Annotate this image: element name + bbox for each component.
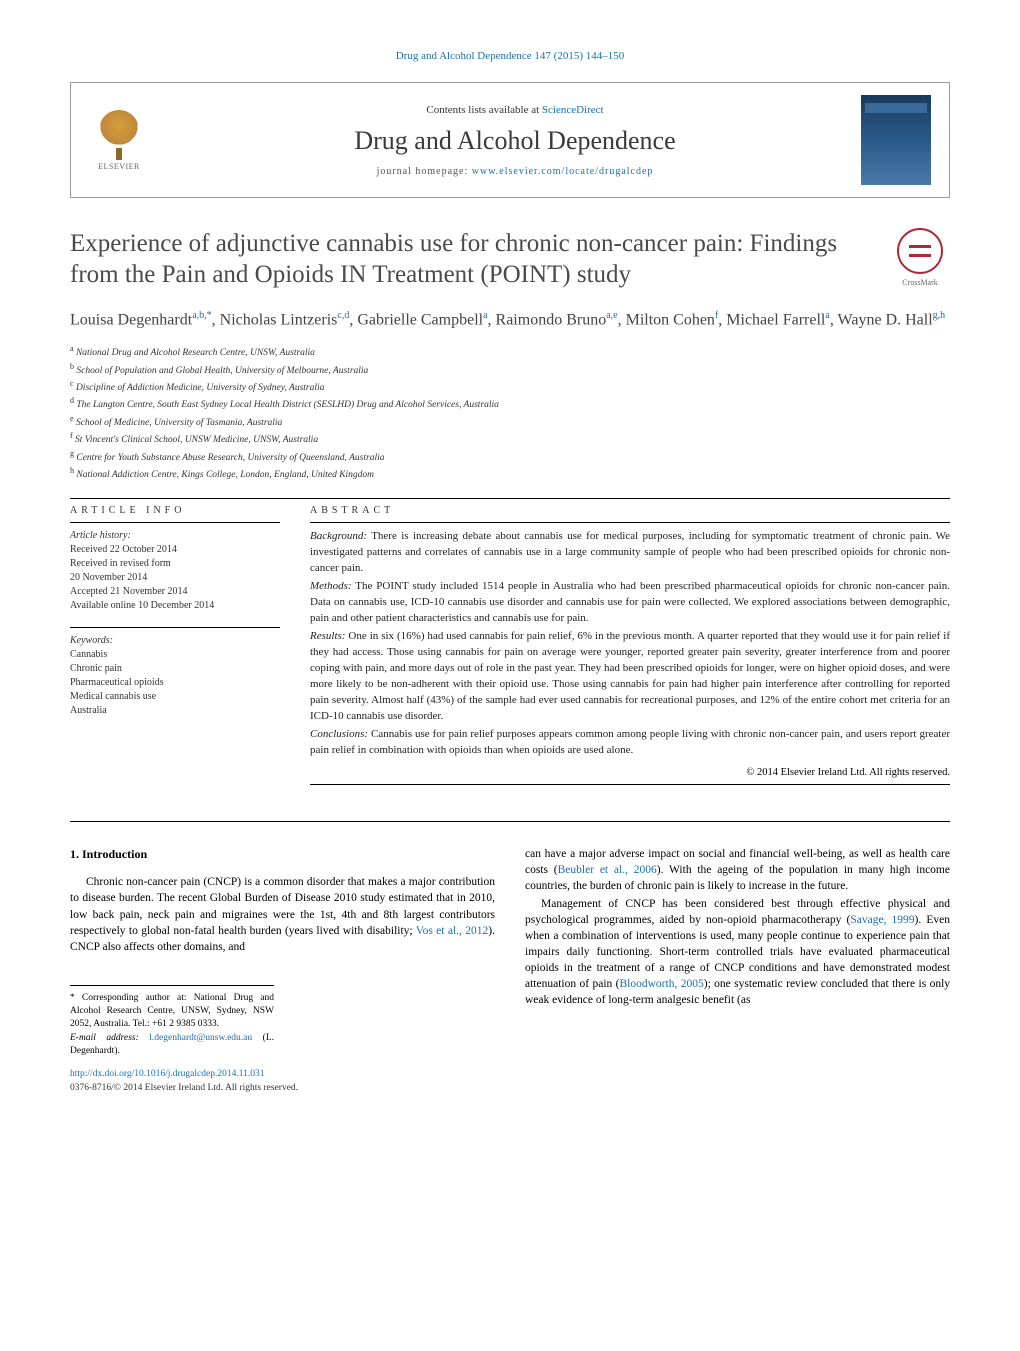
citation-vos[interactable]: Vos et al., 2012: [416, 925, 489, 937]
article-info-label: ARTICLE INFO: [70, 505, 280, 516]
running-header: Drug and Alcohol Dependence 147 (2015) 1…: [70, 50, 950, 62]
keyword: Cannabis: [70, 648, 280, 662]
citation-beubler[interactable]: Beubler et al., 2006: [558, 864, 657, 876]
footnotes: * Corresponding author at: National Drug…: [70, 985, 274, 1058]
rule-bottom: [70, 821, 950, 822]
homepage-link[interactable]: www.elsevier.com/locate/drugalcdep: [472, 166, 654, 177]
citation-bloodworth[interactable]: Bloodworth, 2005: [620, 978, 704, 990]
crossmark-badge[interactable]: CrossMark: [890, 228, 950, 287]
email-line: E-mail address: l.degenhardt@unsw.edu.au…: [70, 1032, 274, 1059]
homepage-prefix: journal homepage:: [377, 166, 472, 177]
corresponding-author: * Corresponding author at: National Drug…: [70, 992, 274, 1032]
elsevier-tree-icon: [99, 110, 139, 150]
homepage-line: journal homepage: www.elsevier.com/locat…: [169, 166, 861, 177]
history-line: Accepted 21 November 2014: [70, 585, 280, 599]
affiliation-line: h National Addiction Centre, Kings Colle…: [70, 465, 950, 482]
rule-top: [70, 498, 950, 499]
affiliation-line: g Centre for Youth Substance Abuse Resea…: [70, 448, 950, 465]
journal-name: Drug and Alcohol Dependence: [169, 126, 861, 156]
abstract-section: Conclusions: Cannabis use for pain relie…: [310, 727, 950, 759]
rule-keywords: [70, 627, 280, 628]
intro-paragraph-1: Chronic non-cancer pain (CNCP) is a comm…: [70, 874, 495, 954]
email-link[interactable]: l.degenhardt@unsw.edu.au: [149, 1033, 252, 1043]
affiliation-line: e School of Medicine, University of Tasm…: [70, 413, 950, 430]
running-header-citation: 147 (2015) 144–150: [534, 50, 624, 62]
elsevier-logo: ELSEVIER: [89, 105, 149, 175]
rule-abstract-bottom: [310, 784, 950, 785]
email-label: E-mail address:: [70, 1033, 139, 1043]
keyword: Chronic pain: [70, 662, 280, 676]
body-col-right: can have a major adverse impact on socia…: [525, 846, 950, 1095]
abstract-section: Methods: The POINT study included 1514 p…: [310, 579, 950, 627]
history-line: Received in revised form: [70, 557, 280, 571]
journal-cover-thumb: [861, 95, 931, 185]
intro-heading: 1. Introduction: [70, 846, 495, 863]
crossmark-label: CrossMark: [890, 278, 950, 287]
history-label: Article history:: [70, 529, 280, 543]
abstract-section: Results: One in six (16%) had used canna…: [310, 629, 950, 725]
col2-paragraph-2: Management of CNCP has been considered b…: [525, 896, 950, 1009]
affiliation-line: b School of Population and Global Health…: [70, 361, 950, 378]
affiliation-line: a National Drug and Alcohol Research Cen…: [70, 343, 950, 360]
article-history: Article history: Received 22 October 201…: [70, 529, 280, 613]
col2-paragraph-1: can have a major adverse impact on socia…: [525, 846, 950, 894]
doi-link[interactable]: http://dx.doi.org/10.1016/j.drugalcdep.2…: [70, 1069, 264, 1079]
affiliation-line: f St Vincent's Clinical School, UNSW Med…: [70, 430, 950, 447]
history-line: Available online 10 December 2014: [70, 599, 280, 613]
crossmark-icon: [897, 228, 943, 274]
elsevier-text: ELSEVIER: [98, 162, 140, 171]
history-line: Received 22 October 2014: [70, 543, 280, 557]
body-columns: 1. Introduction Chronic non-cancer pain …: [70, 846, 950, 1095]
keywords-block: Keywords: CannabisChronic painPharmaceut…: [70, 634, 280, 718]
rule-info: [70, 522, 280, 523]
keyword: Pharmaceutical opioids: [70, 676, 280, 690]
sciencedirect-link[interactable]: ScienceDirect: [542, 104, 604, 116]
affiliation-line: d The Langton Centre, South East Sydney …: [70, 395, 950, 412]
abstract-section: Background: There is increasing debate a…: [310, 529, 950, 577]
abstract-label: ABSTRACT: [310, 505, 950, 516]
affiliations: a National Drug and Alcohol Research Cen…: [70, 343, 950, 482]
contents-line: Contents lists available at ScienceDirec…: [169, 104, 861, 116]
contents-prefix: Contents lists available at: [426, 104, 541, 116]
article-title: Experience of adjunctive cannabis use fo…: [70, 228, 870, 291]
keyword: Australia: [70, 704, 280, 718]
keywords-label: Keywords:: [70, 634, 280, 648]
citation-savage[interactable]: Savage, 1999: [850, 914, 914, 926]
history-line: 20 November 2014: [70, 571, 280, 585]
authors-list: Louisa Degenhardta,b,*, Nicholas Lintzer…: [70, 309, 950, 332]
running-header-journal: Drug and Alcohol Dependence: [396, 50, 532, 62]
masthead: ELSEVIER Contents lists available at Sci…: [70, 82, 950, 198]
abstract-text: Background: There is increasing debate a…: [310, 529, 950, 758]
affiliation-line: c Discipline of Addiction Medicine, Univ…: [70, 378, 950, 395]
keyword: Medical cannabis use: [70, 690, 280, 704]
issn-copyright: 0376-8716/© 2014 Elsevier Ireland Ltd. A…: [70, 1082, 495, 1095]
rule-abstract: [310, 522, 950, 523]
abstract-copyright: © 2014 Elsevier Ireland Ltd. All rights …: [310, 767, 950, 778]
doi-line: http://dx.doi.org/10.1016/j.drugalcdep.2…: [70, 1068, 495, 1081]
body-col-left: 1. Introduction Chronic non-cancer pain …: [70, 846, 495, 1095]
